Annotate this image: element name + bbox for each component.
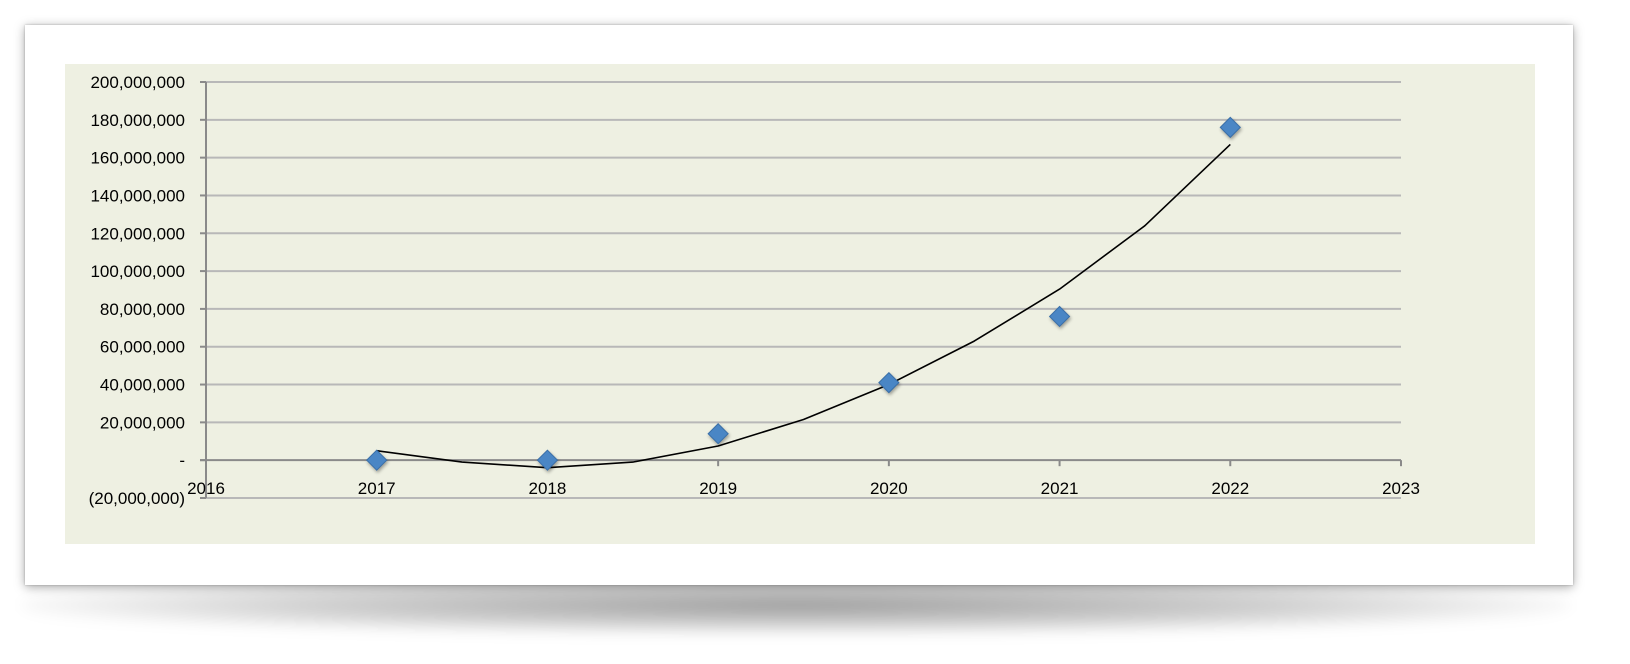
y-tick-label: 160,000,000: [90, 149, 185, 168]
x-tick-label: 2017: [358, 479, 396, 498]
data-point: [878, 371, 900, 394]
data-point: [366, 449, 388, 471]
x-tick-label: 2018: [529, 479, 567, 498]
y-tick-label: 200,000,000: [90, 73, 185, 92]
data-point: [1048, 305, 1071, 328]
data-point: [536, 449, 559, 471]
x-tick-label: 2023: [1382, 479, 1420, 498]
chart-card: 200,000,000 180,000,000 160,000,000 140,000…: [25, 25, 1573, 585]
chart-svg: 200,000,000 180,000,000 160,000,000 140,000…: [89, 73, 1420, 508]
y-tick-label: 180,000,000: [90, 111, 185, 130]
y-tick-label: -: [179, 451, 185, 470]
x-tick-label: 2019: [699, 479, 737, 498]
y-tick-label: 40,000,000: [100, 376, 185, 395]
x-tick-label: 2016: [187, 479, 225, 498]
gridlines: [206, 81, 1401, 499]
plot-area-background: [65, 64, 1535, 544]
y-tick-label: 100,000,000: [90, 262, 185, 281]
trendline-curve: [376, 143, 1231, 469]
y-tick-label: 140,000,000: [90, 186, 185, 205]
x-tick-label: 2020: [870, 479, 908, 498]
y-tick-label: (20,000,000): [89, 489, 185, 508]
x-tick-labels: 2016 2017 2018 2019 2020 2021 2022 2023: [187, 479, 1420, 498]
axes: [200, 81, 1402, 499]
y-tick-labels: 200,000,000 180,000,000 160,000,000 140,000…: [89, 73, 185, 508]
data-point: [1219, 116, 1241, 139]
y-tick-label: 120,000,000: [90, 224, 185, 243]
y-tick-label: 20,000,000: [100, 413, 185, 432]
x-tick-label: 2021: [1041, 479, 1079, 498]
trendline: [376, 143, 1231, 469]
card-shadow: [20, 575, 1572, 635]
y-tick-label: 80,000,000: [100, 300, 185, 319]
x-tick-label: 2022: [1211, 479, 1249, 498]
data-point: [707, 423, 729, 445]
y-tick-label: 60,000,000: [100, 338, 185, 357]
data-points: [366, 116, 1241, 471]
